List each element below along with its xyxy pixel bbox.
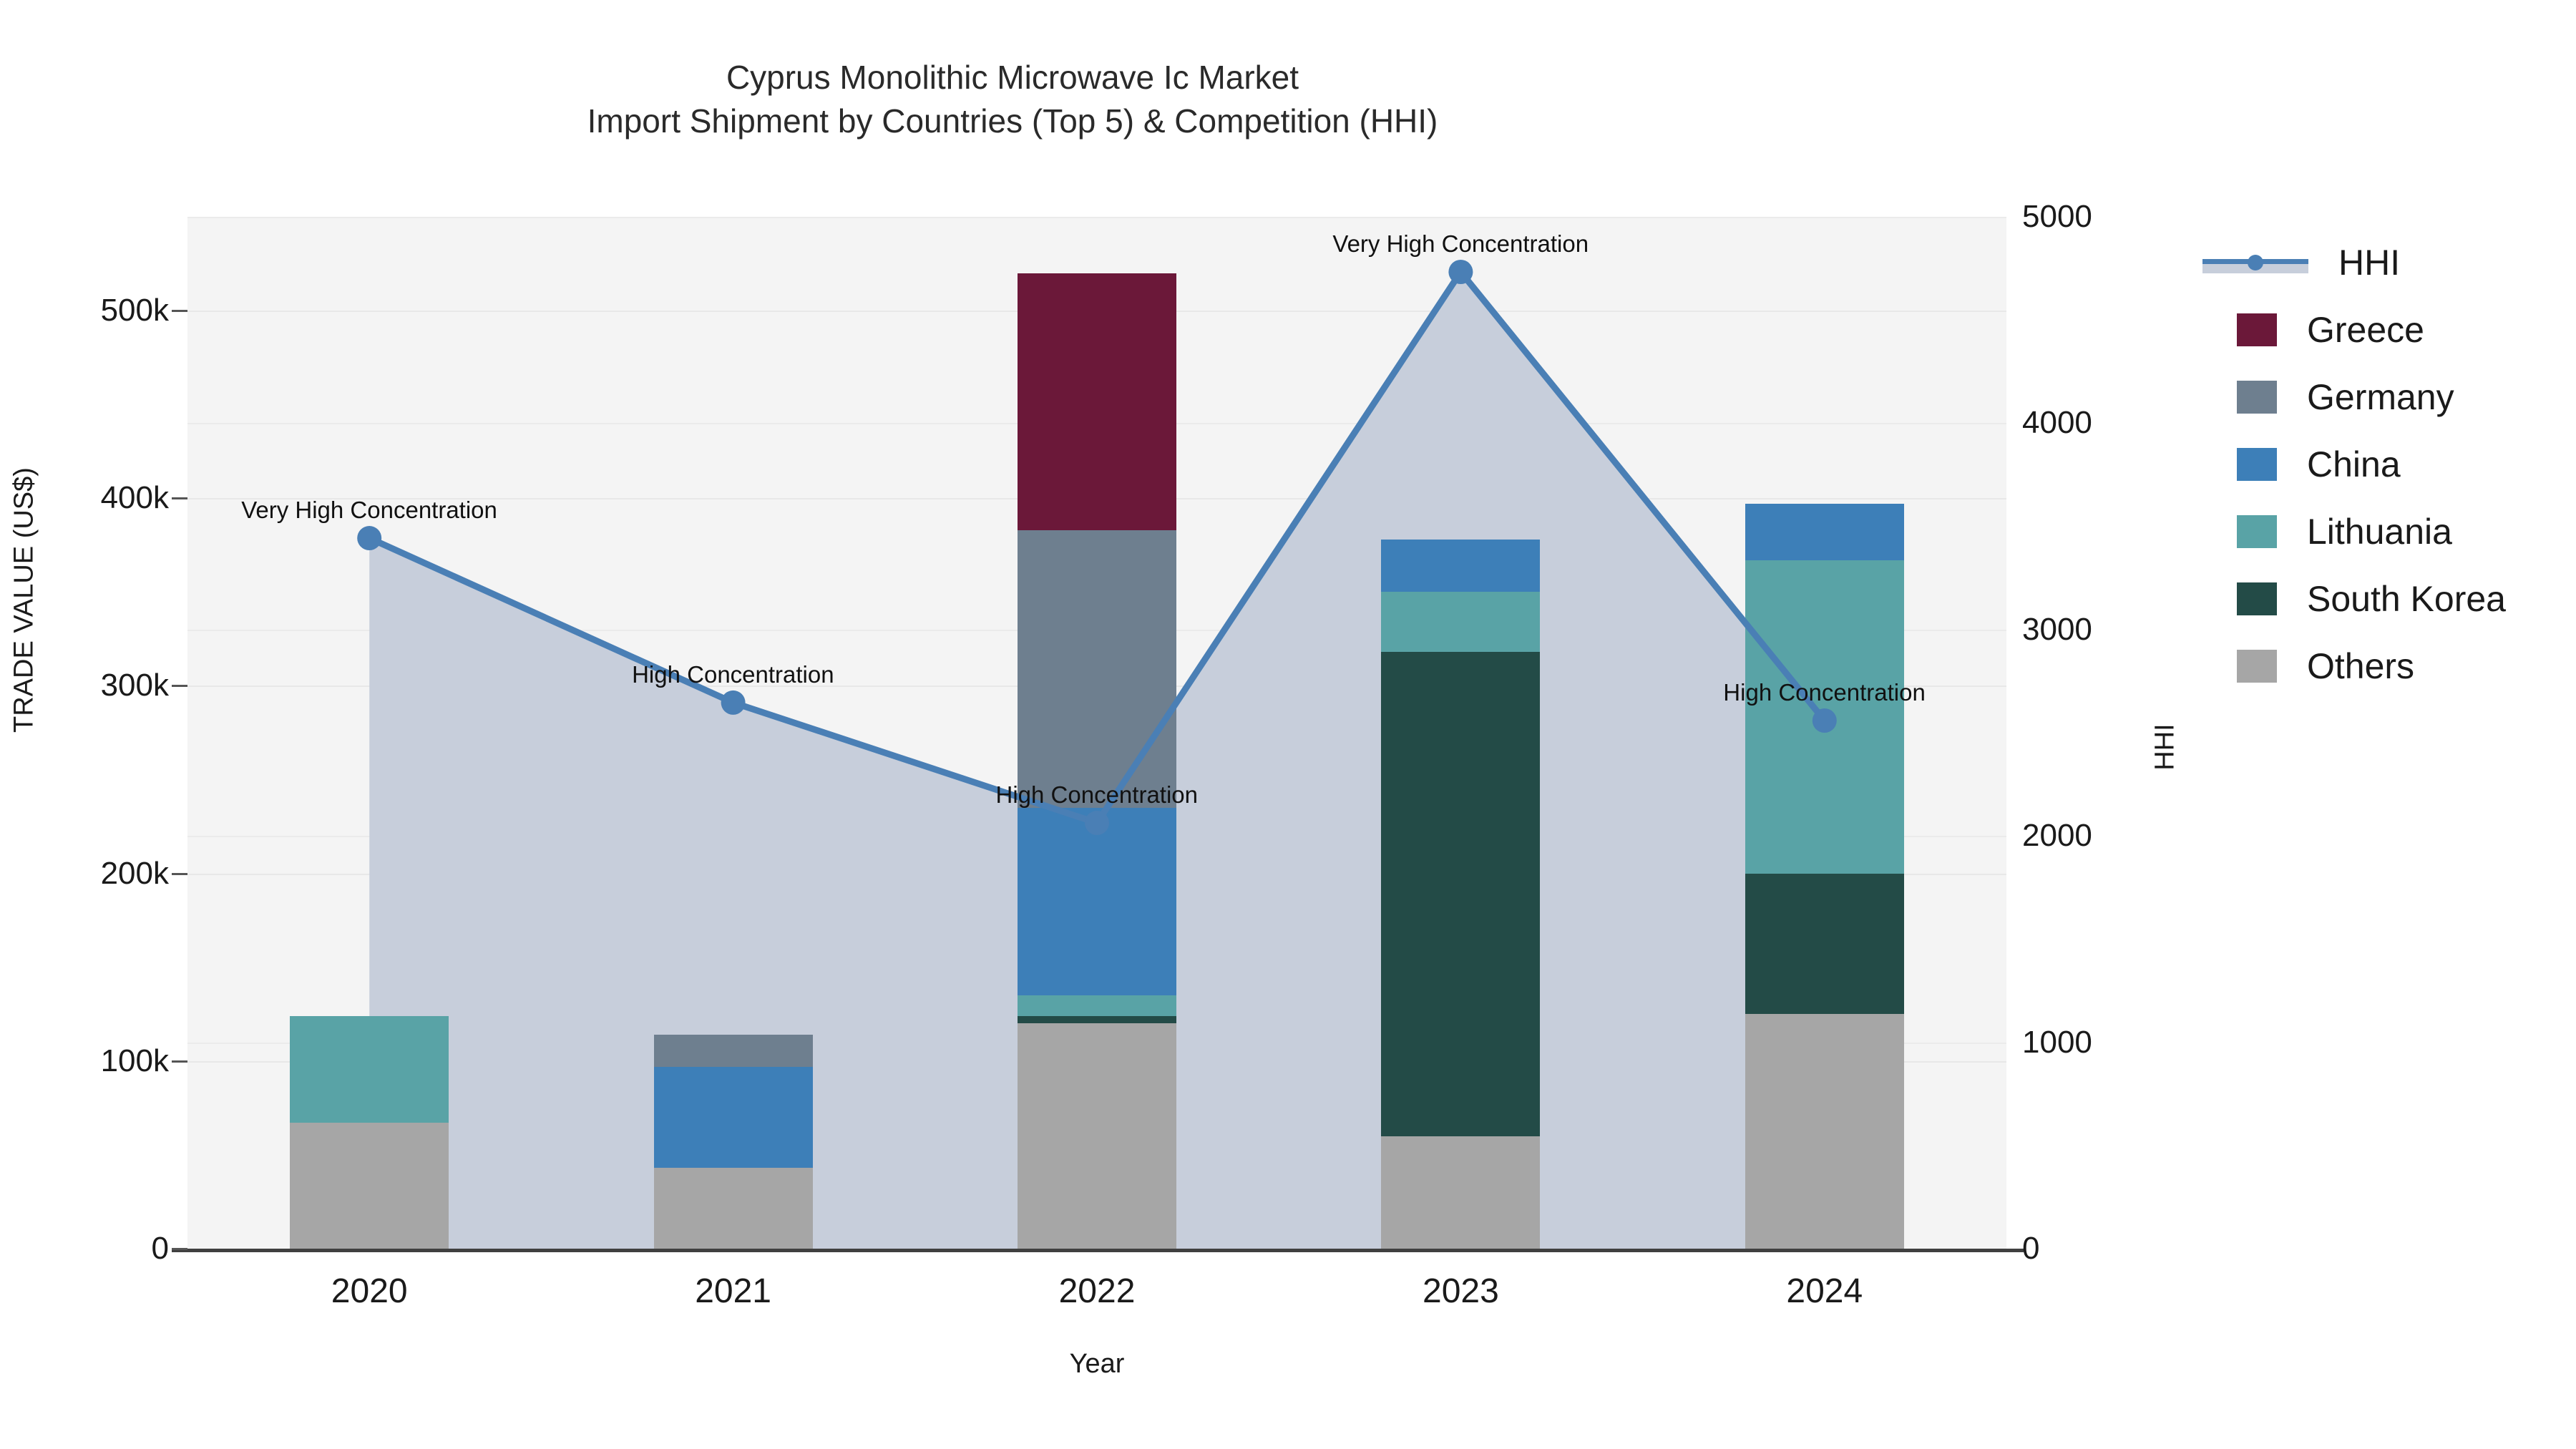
legend-dot (2248, 255, 2263, 270)
legend-label: Greece (2307, 310, 2424, 350)
x-axis-line (172, 1249, 2024, 1252)
y2-axis-tick-label: 1000 (2022, 1024, 2092, 1060)
legend-swatch (2237, 582, 2277, 615)
legend-item-others[interactable]: Others (2184, 633, 2570, 700)
y-axis-tick-label: 100k (100, 1043, 169, 1078)
legend-swatch (2237, 515, 2277, 548)
bar-segment[interactable] (1018, 807, 1176, 996)
bar-segment[interactable] (290, 1123, 449, 1249)
bar-segment[interactable] (1745, 504, 1904, 560)
hhi-annotation: High Concentration (995, 781, 1199, 809)
y-axis-tick-label: 0 (151, 1231, 169, 1266)
bar-segment[interactable] (653, 1035, 813, 1067)
chart-title: Cyprus Monolithic Microwave Ic Market Im… (0, 56, 2025, 143)
bar-segment[interactable] (1381, 539, 1541, 592)
y2-axis-tick-label: 3000 (2022, 611, 2092, 647)
y2-axis-tick-label: 4000 (2022, 405, 2092, 441)
legend-item-south-korea[interactable]: South Korea (2184, 565, 2570, 633)
x-axis-tick-label[interactable]: 2023 (1423, 1272, 1499, 1310)
bar-segment[interactable] (1745, 1014, 1904, 1249)
bar-segment[interactable] (1381, 592, 1541, 653)
plot-area (187, 217, 2006, 1249)
legend-label: South Korea (2307, 579, 2506, 619)
y2-axis-tick-label: 5000 (2022, 199, 2092, 234)
legend-swatch (2237, 313, 2277, 346)
bar-segment[interactable] (1018, 1015, 1176, 1024)
bar-segment[interactable] (653, 1066, 813, 1169)
y2-axis-tick-label: 2000 (2022, 818, 2092, 854)
y-axis-tick-label: 300k (100, 668, 169, 703)
x-axis-tick-label[interactable]: 2020 (331, 1272, 408, 1310)
legend-item-china[interactable]: China (2184, 431, 2570, 498)
y-axis-tick-mark (172, 497, 187, 500)
legend-label: HHI (2338, 243, 2401, 283)
y-axis-tick-mark (172, 1248, 187, 1250)
x-axis-tick-label[interactable]: 2022 (1058, 1272, 1136, 1310)
y-axis-tick-mark (172, 310, 187, 313)
legend-swatch (2237, 448, 2277, 481)
bar-segment[interactable] (1745, 560, 1904, 874)
y-axis-tick-label: 400k (100, 480, 169, 516)
y-axis-tick-mark (172, 1060, 187, 1063)
y-axis-tick-mark (172, 685, 187, 688)
legend-line-marker (2202, 246, 2308, 279)
legend-label: Others (2307, 646, 2415, 686)
bar-segment[interactable] (1381, 1136, 1541, 1249)
chart-title-line2: Import Shipment by Countries (Top 5) & C… (587, 102, 1438, 140)
legend-item-greece[interactable]: Greece (2184, 296, 2570, 364)
legend-label: China (2307, 444, 2401, 484)
x-axis-tick-label[interactable]: 2021 (695, 1272, 771, 1310)
y-axis-tick-label: 200k (100, 855, 169, 891)
hhi-annotation: High Concentration (1723, 678, 1926, 706)
bar-segment[interactable] (653, 1168, 813, 1249)
legend: HHI Greece Germany China Lithuania South Kore… (2184, 229, 2570, 700)
bar-segment[interactable] (1018, 995, 1176, 1016)
hhi-annotation: Very High Concentration (1332, 230, 1589, 257)
y2-axis-label: HHI (2150, 723, 2180, 771)
hhi-annotation: High Concentration (632, 660, 834, 688)
x-axis-label: Year (1069, 1349, 1125, 1379)
legend-label: Germany (2307, 377, 2454, 417)
bar-segment[interactable] (1018, 273, 1176, 530)
legend-item-hhi[interactable]: HHI (2184, 229, 2570, 296)
bar-segment[interactable] (1018, 1023, 1176, 1249)
hhi-annotation: Very High Concentration (241, 497, 497, 524)
legend-label: Lithuania (2307, 512, 2452, 552)
legend-item-lithuania[interactable]: Lithuania (2184, 498, 2570, 565)
x-axis-tick-label[interactable]: 2024 (1786, 1272, 1863, 1310)
bar-segment[interactable] (290, 1015, 449, 1123)
legend-item-germany[interactable]: Germany (2184, 364, 2570, 431)
plot-inner (187, 217, 2006, 1249)
y2-axis-tick-label: 0 (2022, 1231, 2040, 1266)
bar-segment[interactable] (1018, 530, 1176, 808)
legend-swatch (2237, 650, 2277, 683)
bar-segment[interactable] (1381, 652, 1541, 1136)
bar-segment[interactable] (1745, 873, 1904, 1015)
y-axis-tick-mark (172, 872, 187, 875)
legend-swatch (2237, 381, 2277, 414)
chart-title-line1: Cyprus Monolithic Microwave Ic Market (726, 59, 1299, 96)
y-axis-tick-label: 500k (100, 293, 169, 328)
gridline-right (187, 217, 2006, 218)
